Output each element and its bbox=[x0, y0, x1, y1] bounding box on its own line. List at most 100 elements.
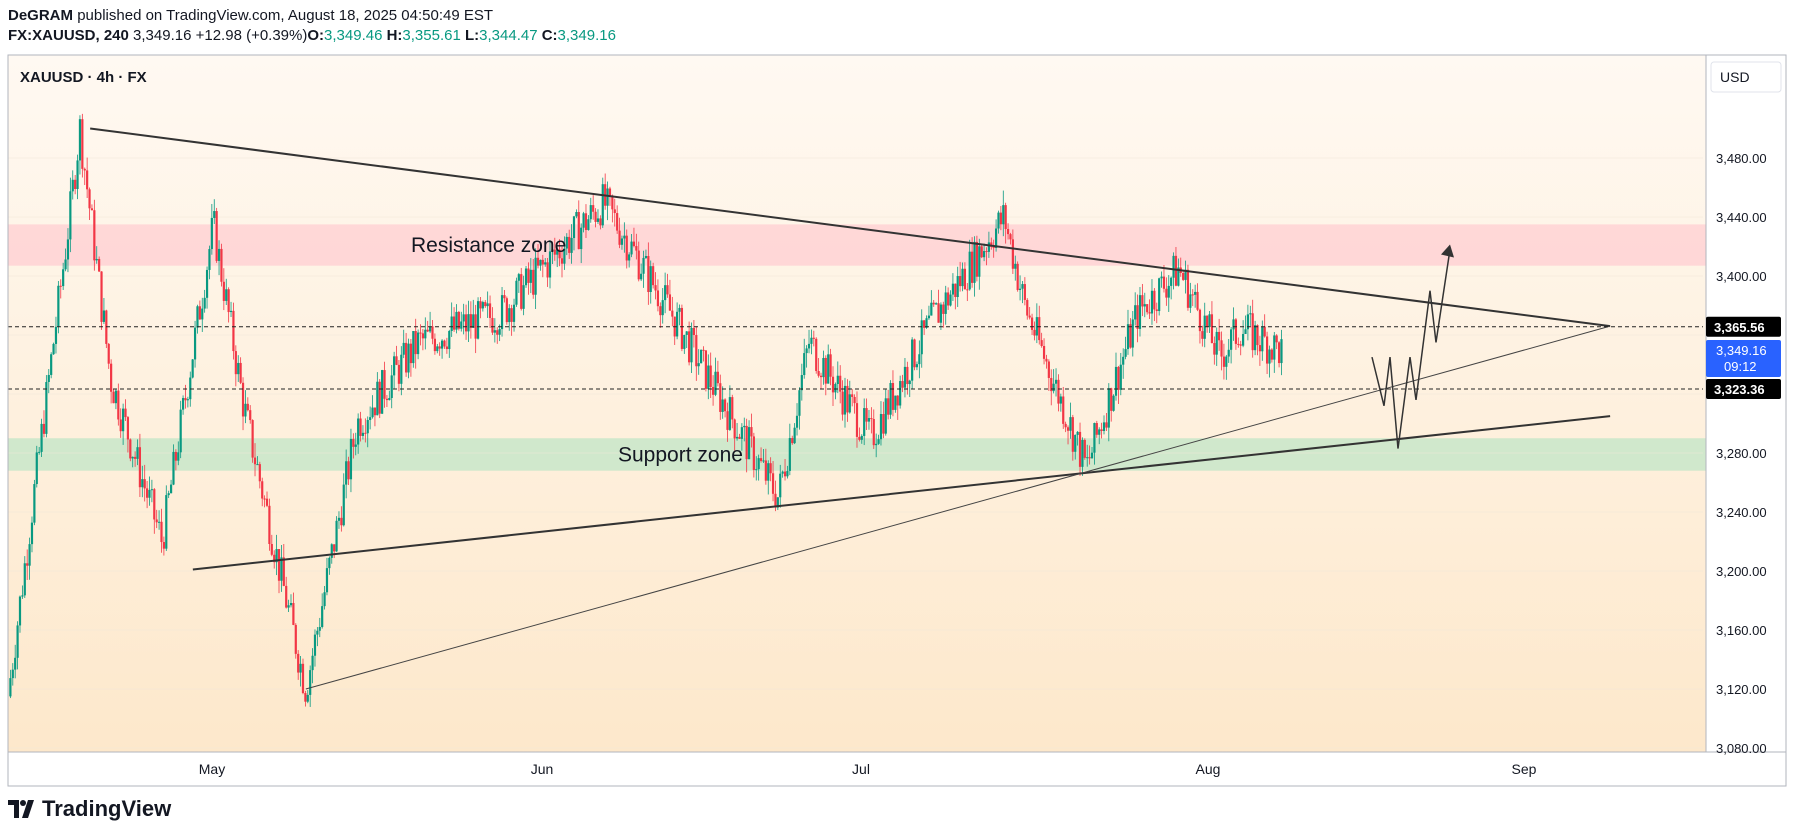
candle bbox=[417, 329, 420, 360]
candle bbox=[637, 241, 640, 282]
candle bbox=[385, 395, 389, 408]
candle bbox=[527, 262, 530, 295]
candle bbox=[915, 361, 919, 371]
candle bbox=[534, 248, 537, 309]
candle bbox=[361, 425, 365, 440]
candle bbox=[210, 203, 213, 255]
currency-button[interactable] bbox=[1710, 61, 1782, 93]
lower-triangle-trendline[interactable] bbox=[192, 415, 1611, 571]
candle bbox=[735, 423, 739, 441]
candle bbox=[402, 329, 405, 359]
y-tick-label: 3,400.00 bbox=[1716, 269, 1767, 284]
candle bbox=[982, 243, 986, 262]
footer-branding[interactable]: TradingView bbox=[8, 796, 171, 822]
candle bbox=[1251, 299, 1254, 358]
candle bbox=[1062, 386, 1065, 429]
candle bbox=[321, 593, 324, 629]
candle bbox=[1162, 265, 1166, 293]
open-value: 3,349.46 bbox=[324, 27, 383, 44]
candle bbox=[1210, 301, 1214, 344]
candle bbox=[831, 366, 835, 407]
candle bbox=[268, 498, 271, 551]
candle bbox=[1045, 354, 1048, 369]
candle bbox=[791, 435, 794, 445]
candle bbox=[947, 287, 950, 310]
resistance-zone-label: Resistance zone bbox=[411, 234, 566, 257]
candle bbox=[222, 268, 225, 311]
candle bbox=[711, 375, 715, 406]
candle bbox=[529, 258, 532, 294]
y-tick-label: 3,160.00 bbox=[1716, 623, 1767, 638]
candle bbox=[193, 320, 197, 368]
price-axis-panel[interactable] bbox=[1705, 54, 1787, 753]
candle bbox=[901, 374, 904, 393]
candle bbox=[836, 361, 839, 394]
candle bbox=[488, 295, 492, 328]
candle bbox=[464, 304, 468, 340]
candle bbox=[781, 470, 784, 478]
last-price-badge[interactable] bbox=[1706, 339, 1781, 377]
last-price: 3,349.16 bbox=[133, 27, 192, 44]
candle bbox=[606, 181, 609, 221]
candle bbox=[393, 351, 396, 389]
candle bbox=[580, 223, 583, 264]
candle bbox=[532, 259, 535, 299]
candle bbox=[927, 305, 931, 320]
candle bbox=[1198, 308, 1202, 344]
candle bbox=[500, 286, 504, 337]
candle bbox=[920, 309, 923, 368]
candle bbox=[1177, 258, 1180, 287]
level-badge-1[interactable] bbox=[1706, 316, 1781, 337]
resistance-zone[interactable] bbox=[8, 224, 1706, 266]
candle bbox=[592, 195, 595, 220]
y-tick-label: 3,240.00 bbox=[1716, 505, 1767, 520]
candle bbox=[390, 364, 393, 409]
candle bbox=[299, 656, 302, 687]
candle bbox=[141, 465, 144, 498]
candle bbox=[265, 491, 269, 508]
time-axis-panel[interactable] bbox=[8, 752, 1706, 786]
candle bbox=[937, 289, 940, 323]
candle bbox=[1165, 277, 1168, 306]
candle bbox=[939, 302, 943, 331]
candlestick-series bbox=[9, 113, 1283, 707]
candle bbox=[716, 360, 719, 387]
candle bbox=[872, 409, 875, 449]
candle bbox=[805, 345, 808, 368]
candle bbox=[484, 300, 487, 308]
candle bbox=[1234, 317, 1238, 350]
candle bbox=[875, 433, 878, 458]
candle bbox=[1081, 437, 1084, 476]
level-badge-2[interactable] bbox=[1706, 379, 1781, 400]
candle bbox=[1263, 314, 1266, 338]
candle bbox=[812, 330, 815, 347]
candle bbox=[553, 237, 556, 261]
candle bbox=[932, 300, 935, 307]
candle bbox=[297, 650, 300, 680]
x-tick-label: Sep bbox=[1512, 761, 1537, 777]
candle bbox=[237, 355, 240, 382]
candle bbox=[1054, 368, 1058, 397]
candle bbox=[90, 204, 94, 211]
y-tick-label: 3,120.00 bbox=[1716, 682, 1767, 697]
forecast-path[interactable] bbox=[1371, 249, 1451, 449]
candle bbox=[316, 627, 319, 647]
candle bbox=[745, 418, 748, 473]
candle bbox=[160, 508, 163, 553]
author-name[interactable]: DeGRAM bbox=[8, 7, 74, 24]
candle bbox=[714, 357, 717, 397]
candle bbox=[632, 227, 636, 248]
upper-triangle-trendline[interactable] bbox=[90, 127, 1611, 328]
candle bbox=[241, 377, 245, 431]
candle bbox=[145, 481, 149, 509]
candle bbox=[551, 247, 554, 265]
candle bbox=[369, 406, 372, 430]
candle bbox=[942, 301, 945, 328]
candle bbox=[431, 319, 434, 345]
candle bbox=[467, 300, 470, 343]
candle bbox=[769, 457, 772, 482]
candle bbox=[455, 304, 458, 334]
candle bbox=[328, 556, 331, 575]
candle bbox=[215, 207, 218, 263]
